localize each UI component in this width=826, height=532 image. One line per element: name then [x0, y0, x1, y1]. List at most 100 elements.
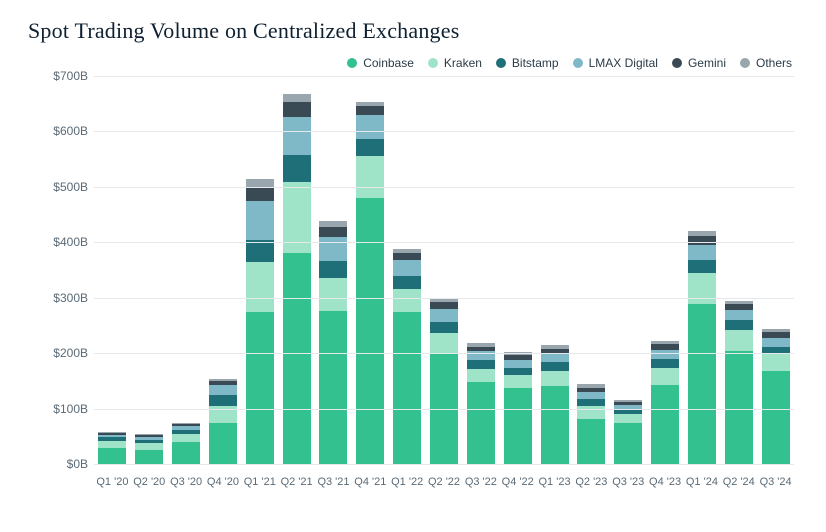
bar-segment: [651, 385, 679, 464]
bar-segment: [172, 434, 200, 442]
x-axis-label: Q4 '21: [352, 476, 389, 488]
legend-label: Gemini: [688, 56, 726, 70]
bar-segment: [246, 201, 274, 240]
x-axis-label: Q2 '23: [573, 476, 610, 488]
bar-stack: [688, 231, 716, 464]
y-axis-label: $600B: [38, 124, 88, 138]
bar-stack: [467, 343, 495, 464]
chart: Q1 '20Q2 '20Q3 '20Q4 '20Q1 '21Q2 '21Q3 '…: [38, 76, 798, 496]
bar-segment: [283, 102, 311, 118]
bar-segment: [688, 260, 716, 273]
bar-segment: [393, 289, 421, 312]
bar-stack: [762, 329, 790, 464]
bar-segment: [319, 237, 347, 261]
bar-segment: [577, 399, 605, 407]
x-axis-label: Q4 '23: [647, 476, 684, 488]
y-axis-label: $100B: [38, 402, 88, 416]
bar-column: [573, 76, 610, 464]
bar-stack: [577, 384, 605, 464]
bar-column: [352, 76, 389, 464]
bar-segment: [577, 392, 605, 399]
gridline: [94, 131, 794, 132]
bar-segment: [762, 338, 790, 347]
y-axis-label: $400B: [38, 235, 88, 249]
bar-segment: [356, 198, 384, 464]
bar-segment: [467, 369, 495, 382]
bar-segment: [725, 310, 753, 320]
bar-stack: [393, 249, 421, 464]
legend: CoinbaseKrakenBitstampLMAX DigitalGemini…: [28, 56, 798, 70]
bar-segment: [172, 442, 200, 464]
bar-segment: [651, 359, 679, 368]
gridline: [94, 76, 794, 77]
bar-segment: [725, 320, 753, 330]
x-axis-label: Q1 '21: [241, 476, 278, 488]
bar-segment: [430, 333, 458, 354]
x-axis-label: Q3 '24: [757, 476, 794, 488]
bar-segment: [762, 371, 790, 464]
bar-segment: [504, 368, 532, 376]
x-axis-label: Q3 '20: [168, 476, 205, 488]
bar-segment: [356, 106, 384, 115]
bar-segment: [725, 351, 753, 464]
bar-segment: [651, 350, 679, 359]
bar-segment: [577, 419, 605, 464]
bar-stack: [319, 221, 347, 464]
bar-stack: [725, 301, 753, 464]
bar-segment: [319, 278, 347, 311]
bar-segment: [393, 276, 421, 289]
bar-column: [499, 76, 536, 464]
legend-item: Gemini: [672, 56, 726, 70]
x-axis-label: Q1 '22: [389, 476, 426, 488]
bar-column: [168, 76, 205, 464]
x-axis-label: Q1 '20: [94, 476, 131, 488]
bar-segment: [319, 227, 347, 237]
bar-segment: [504, 375, 532, 387]
bar-segment: [283, 117, 311, 155]
x-axis-labels: Q1 '20Q2 '20Q3 '20Q4 '20Q1 '21Q2 '21Q3 '…: [94, 476, 794, 488]
bar-segment: [651, 368, 679, 386]
bar-column: [278, 76, 315, 464]
bar-segment: [467, 360, 495, 369]
bar-column: [205, 76, 242, 464]
legend-item: Bitstamp: [496, 56, 559, 70]
legend-label: LMAX Digital: [589, 56, 658, 70]
bar-segment: [246, 187, 274, 201]
bar-segment: [356, 139, 384, 156]
bar-segment: [319, 261, 347, 278]
legend-swatch: [428, 58, 438, 68]
bar-stack: [541, 345, 569, 464]
gridline: [94, 298, 794, 299]
legend-label: Bitstamp: [512, 56, 559, 70]
bar-segment: [688, 245, 716, 261]
bar-segment: [356, 115, 384, 139]
bar-segment: [135, 443, 163, 450]
bar-column: [94, 76, 131, 464]
x-axis-label: Q1 '23: [536, 476, 573, 488]
bar-column: [241, 76, 278, 464]
gridline: [94, 464, 794, 465]
plot-area: [94, 76, 794, 464]
bar-segment: [246, 262, 274, 312]
gridline: [94, 187, 794, 188]
gridline: [94, 353, 794, 354]
bar-segment: [283, 94, 311, 102]
x-axis-label: Q3 '23: [610, 476, 647, 488]
chart-container: Spot Trading Volume on Centralized Excha…: [0, 0, 826, 532]
x-axis-label: Q4 '20: [205, 476, 242, 488]
bar-segment: [430, 302, 458, 309]
bar-segment: [246, 312, 274, 464]
bar-segment: [541, 362, 569, 371]
bar-column: [426, 76, 463, 464]
bar-stack: [651, 341, 679, 464]
y-axis-label: $200B: [38, 346, 88, 360]
bar-column: [389, 76, 426, 464]
bar-segment: [209, 423, 237, 464]
bar-segment: [393, 253, 421, 260]
bar-segment: [688, 273, 716, 304]
bar-stack: [172, 423, 200, 464]
bar-column: [462, 76, 499, 464]
legend-item: LMAX Digital: [573, 56, 658, 70]
bar-segment: [98, 441, 126, 449]
bar-segment: [98, 448, 126, 464]
